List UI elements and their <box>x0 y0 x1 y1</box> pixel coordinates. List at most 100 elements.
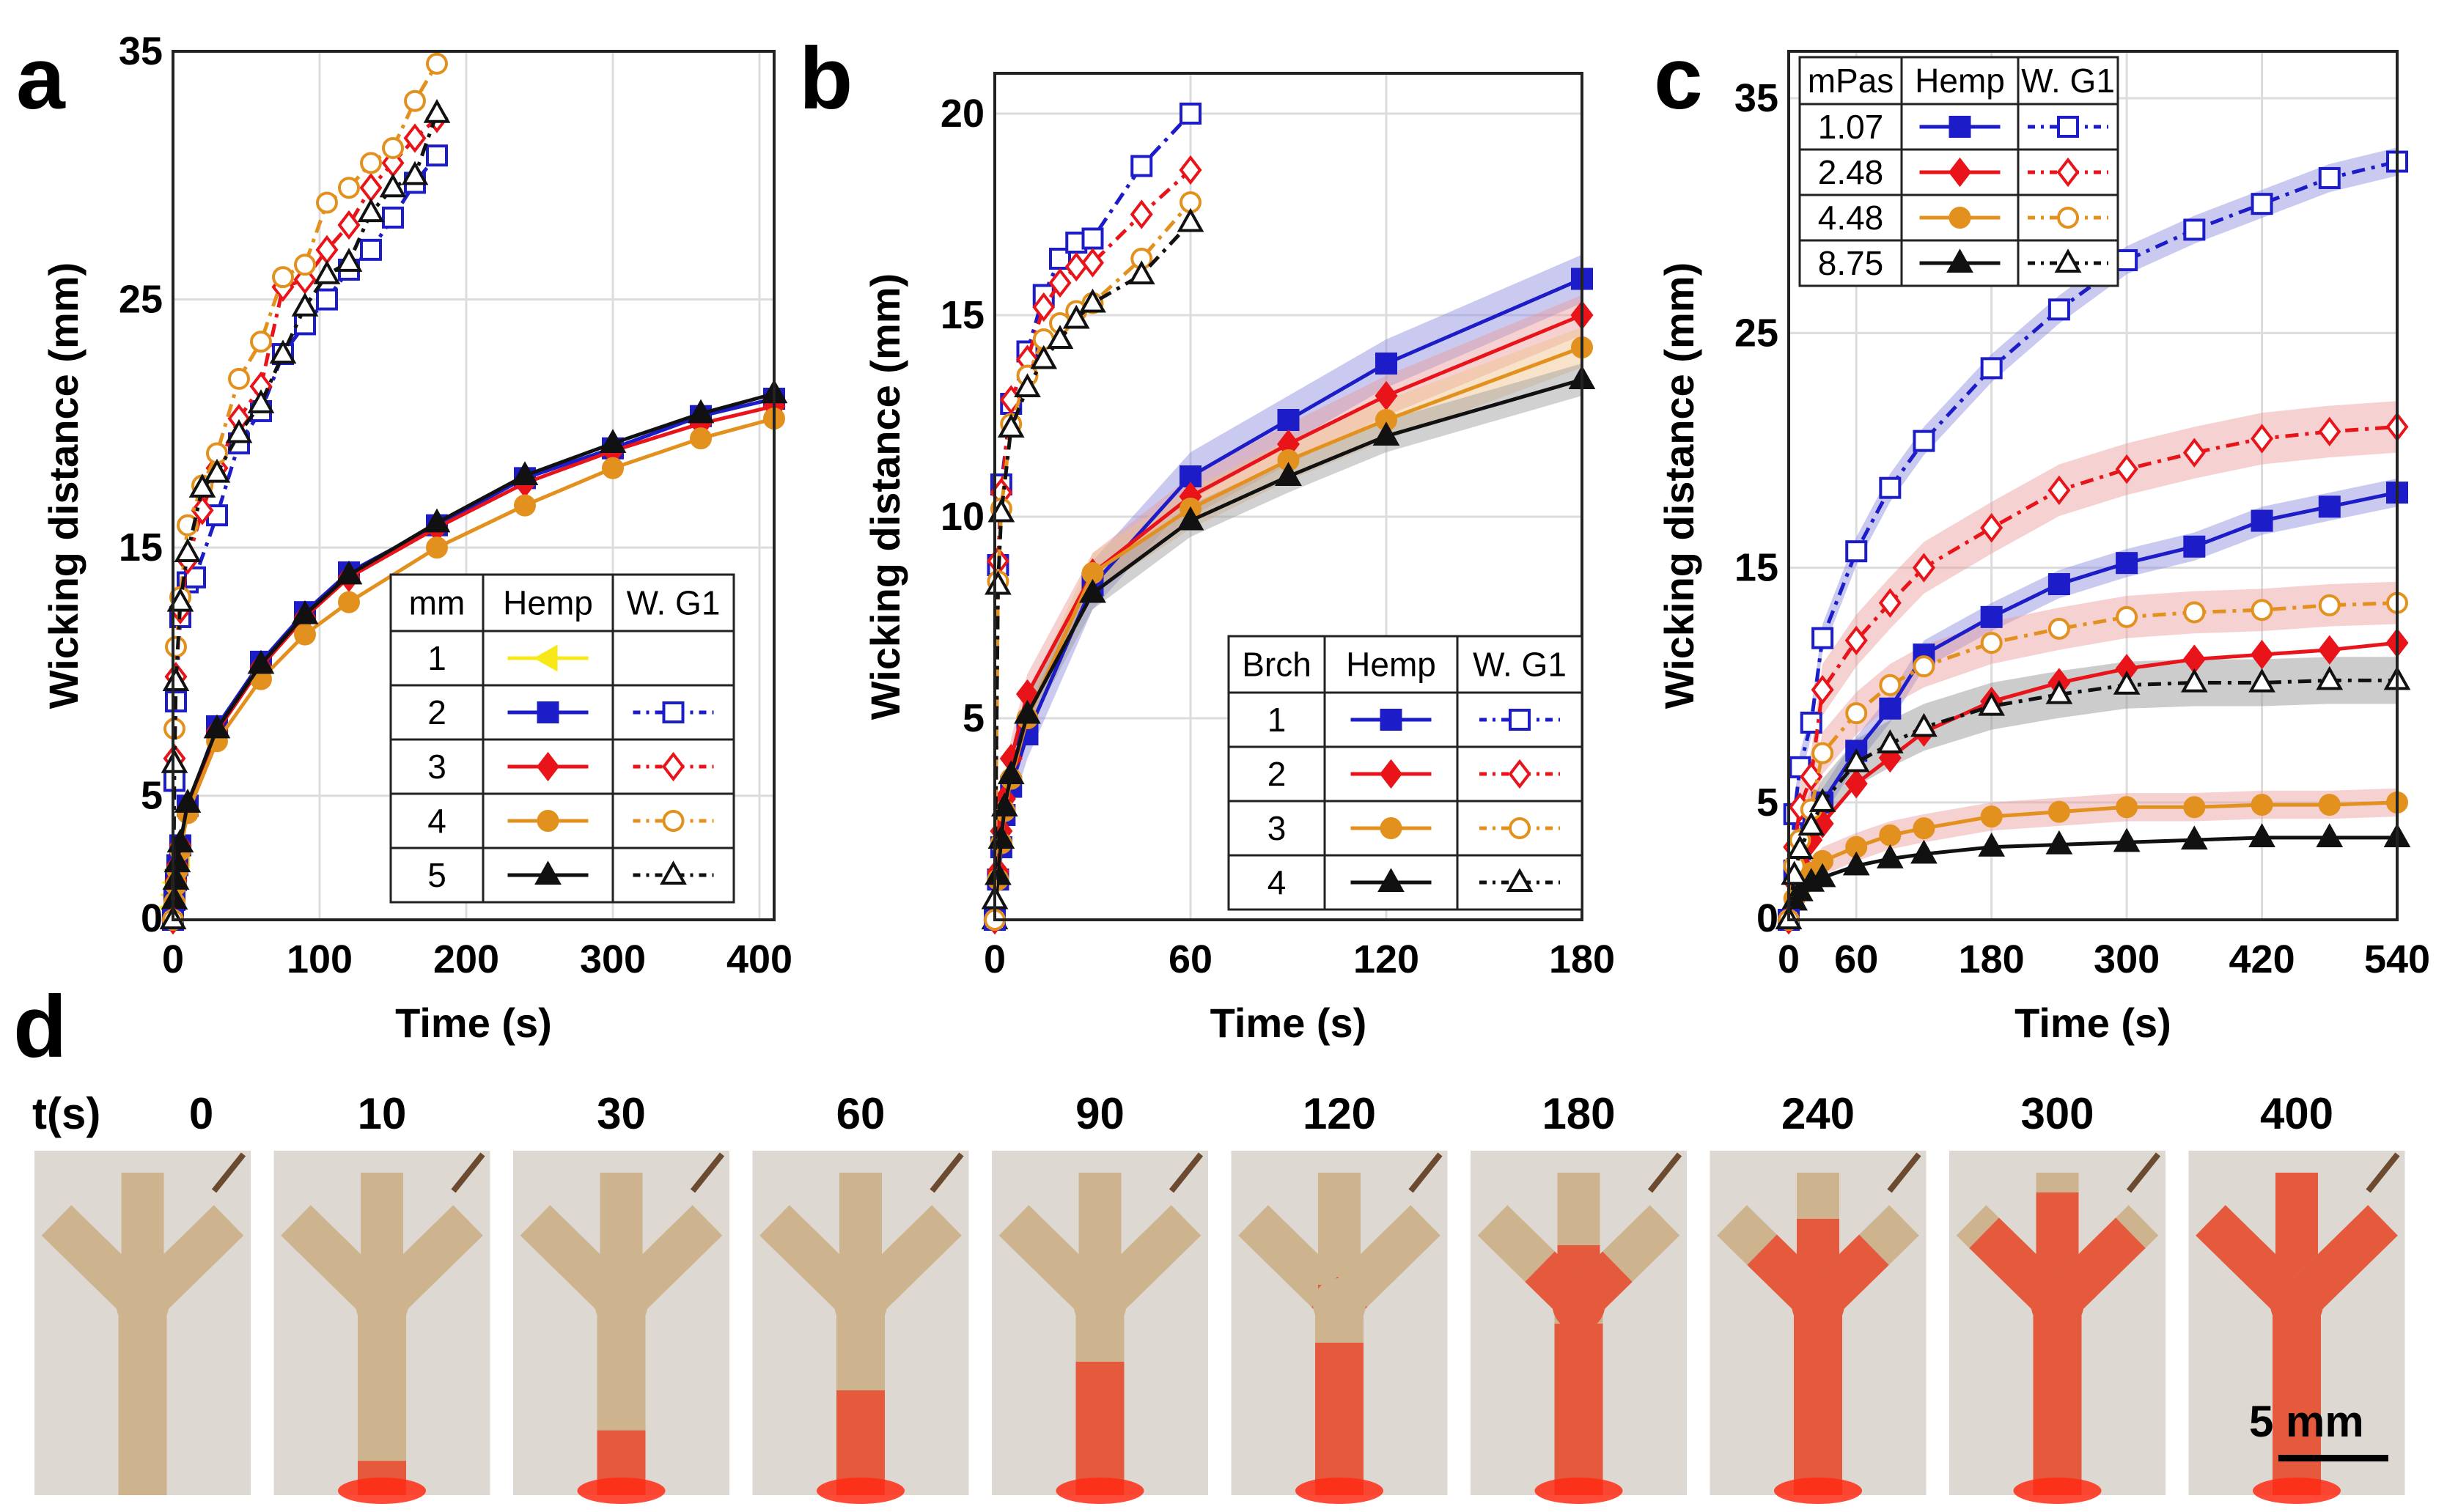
time-lapse-photo: 90 <box>992 1089 1208 1504</box>
panel-letter-a: a <box>16 29 66 128</box>
data-point <box>382 137 404 160</box>
data-point <box>2180 825 2208 850</box>
strip-junction <box>1792 1278 1844 1331</box>
y-tick-label: 10 <box>941 495 985 539</box>
data-point <box>1978 691 2006 716</box>
y-tick-label: 15 <box>119 525 163 569</box>
data-point <box>2183 218 2206 241</box>
time-lapse-photo: 0 <box>34 1089 251 1495</box>
pipette-tip <box>1887 1152 1921 1193</box>
data-point <box>1978 833 2006 857</box>
wet-stem <box>1554 1324 1603 1495</box>
data-point <box>166 587 194 612</box>
data-point <box>1375 353 1397 375</box>
panel-d-photo-strip: 0 10 30 60 90 120 180 240 300 400 <box>34 1089 2405 1504</box>
data-point <box>269 339 297 364</box>
data-point <box>313 260 341 284</box>
data-point <box>2047 298 2070 321</box>
y-axis-label: Wicking distance (mm) <box>1656 262 1702 709</box>
time-label: 0 <box>189 1089 213 1138</box>
data-point <box>1845 540 1868 563</box>
confidence-band <box>1789 581 2397 920</box>
legend-header: Hemp <box>503 584 593 622</box>
data-point <box>426 52 448 75</box>
data-point <box>602 457 624 479</box>
legend-row-label: 2 <box>1267 755 1287 793</box>
dye-pool <box>1056 1478 1144 1504</box>
y-tick-label: 25 <box>1734 311 1778 355</box>
data-point <box>1048 268 1072 298</box>
time-lapse-photo: 10 <box>273 1089 490 1504</box>
dye-pool <box>577 1478 666 1504</box>
pipette-tip <box>2126 1152 2161 1193</box>
data-point <box>2183 535 2206 558</box>
dye-pool <box>817 1478 905 1504</box>
series-8-75-w-g1 <box>1775 665 2411 930</box>
data-point <box>335 560 363 585</box>
panel-letter-b: b <box>799 29 853 128</box>
data-point <box>1014 373 1041 398</box>
legend-marker <box>1377 868 1405 893</box>
data-point <box>225 418 253 443</box>
wet-stem <box>1794 1314 1842 1495</box>
x-axis-label: Time (s) <box>2014 1000 2171 1046</box>
legend: mPas Hemp W. G1 1.07 2.48 4.48 8.75 <box>1798 56 2119 287</box>
y-tick-label: 0 <box>141 896 163 940</box>
data-point <box>2183 601 2206 624</box>
legend-marker <box>2056 157 2080 188</box>
data-point <box>174 538 202 562</box>
data-point <box>1980 512 2003 543</box>
data-point <box>2318 166 2341 189</box>
legend-marker <box>1379 759 1403 789</box>
confidence-band <box>995 254 1582 920</box>
data-point <box>2318 416 2341 447</box>
data-point <box>337 210 361 240</box>
y-tick-label: 15 <box>941 293 985 337</box>
legend-row-label: 1 <box>1267 701 1287 739</box>
data-point <box>360 152 382 174</box>
data-point <box>294 623 316 646</box>
strip-junction <box>1073 1278 1127 1331</box>
time-label: 90 <box>1075 1089 1125 1138</box>
data-point <box>2318 794 2341 816</box>
data-point <box>165 635 187 658</box>
data-point <box>423 98 451 123</box>
y-tick-label: 20 <box>941 92 985 136</box>
panel-letter-d: d <box>13 978 67 1076</box>
legend-row-label: 4 <box>1267 863 1287 901</box>
data-point <box>162 866 190 890</box>
legend-row-label: 2.48 <box>1818 153 1884 191</box>
data-point <box>2318 495 2341 518</box>
data-point <box>2116 552 2138 575</box>
data-point <box>1811 627 1834 649</box>
wet-stem <box>2273 1305 2321 1495</box>
plot-frame <box>1787 50 2399 921</box>
legend-marker <box>1509 817 1531 839</box>
y-tick-label: 35 <box>1734 76 1778 120</box>
data-point <box>426 536 448 559</box>
data-point <box>2248 823 2275 847</box>
pipette-tip <box>451 1152 485 1193</box>
data-point <box>1842 851 1870 876</box>
y-axis-label: Wicking distance (mm) <box>862 273 908 720</box>
pipette-tip <box>1647 1152 1682 1193</box>
legend-marker <box>660 860 687 885</box>
legend-marker <box>1509 709 1531 731</box>
data-point <box>1014 699 1041 724</box>
data-point <box>2045 830 2073 855</box>
data-point <box>357 198 385 223</box>
time-lapse-photo: 120 <box>1231 1089 1448 1504</box>
dye-pool <box>2253 1478 2341 1504</box>
x-tick-label: 300 <box>580 937 646 981</box>
legend-row-label: 4.48 <box>1818 199 1884 237</box>
data-point <box>1275 462 1302 487</box>
dye-pool <box>338 1478 426 1504</box>
confidence-band <box>995 295 1582 920</box>
data-point <box>316 191 338 214</box>
y-tick-label: 5 <box>1756 781 1778 825</box>
data-point <box>997 413 1025 438</box>
scale-bar: 5 mm <box>2249 1397 2388 1461</box>
data-point <box>1980 805 2003 828</box>
legend-box <box>1798 56 2119 287</box>
strip-junction <box>1552 1278 1605 1331</box>
